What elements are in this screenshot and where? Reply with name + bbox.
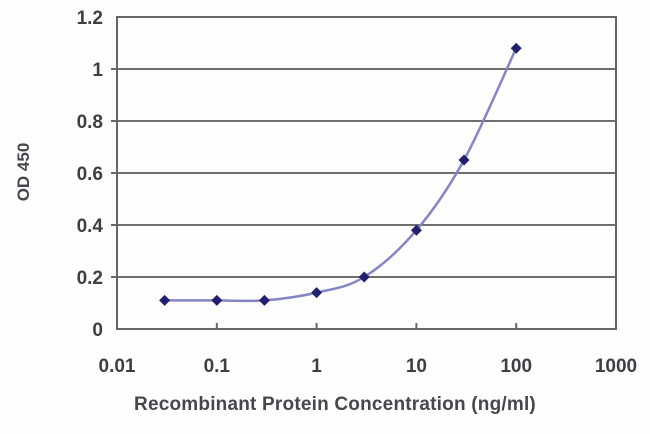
data-point-diamond [159, 294, 171, 306]
series-markers [159, 42, 522, 306]
x-tick-label: 1 [311, 356, 322, 377]
y-tick-label: 0 [92, 320, 103, 341]
y-tick-label: 0.6 [77, 164, 103, 185]
y-tick-label: 0.4 [77, 216, 104, 237]
series-curve [164, 47, 518, 303]
data-point-diamond [311, 287, 323, 299]
y-tick-label: 0.8 [77, 112, 103, 133]
x-tick-label: 1000 [595, 356, 637, 377]
data-point-diamond [211, 294, 223, 306]
data-point-diamond [510, 42, 522, 54]
x-tick-label: 100 [500, 356, 532, 377]
data-point-diamond [410, 224, 422, 236]
data-point-diamond [458, 154, 470, 166]
gridlines [117, 68, 616, 278]
y-axis-ticks: 0 0.2 0.4 0.6 0.8 1 1.2 [77, 8, 117, 341]
y-tick-label: 0.2 [77, 268, 103, 289]
x-tick-label: 0.1 [204, 356, 231, 377]
data-point-diamond [258, 294, 270, 306]
y-tick-label: 1 [92, 60, 103, 81]
x-axis-title: Recombinant Protein Concentration (ng/ml… [134, 394, 536, 415]
y-axis-title: OD 450 [14, 142, 33, 202]
data-point-diamond [358, 271, 370, 283]
x-axis-ticks: 0.01 0.1 1 10 100 1000 [99, 323, 637, 377]
x-tick-label: 0.01 [99, 356, 136, 377]
y-tick-label: 1.2 [77, 8, 103, 29]
x-tick-label: 10 [406, 356, 427, 377]
